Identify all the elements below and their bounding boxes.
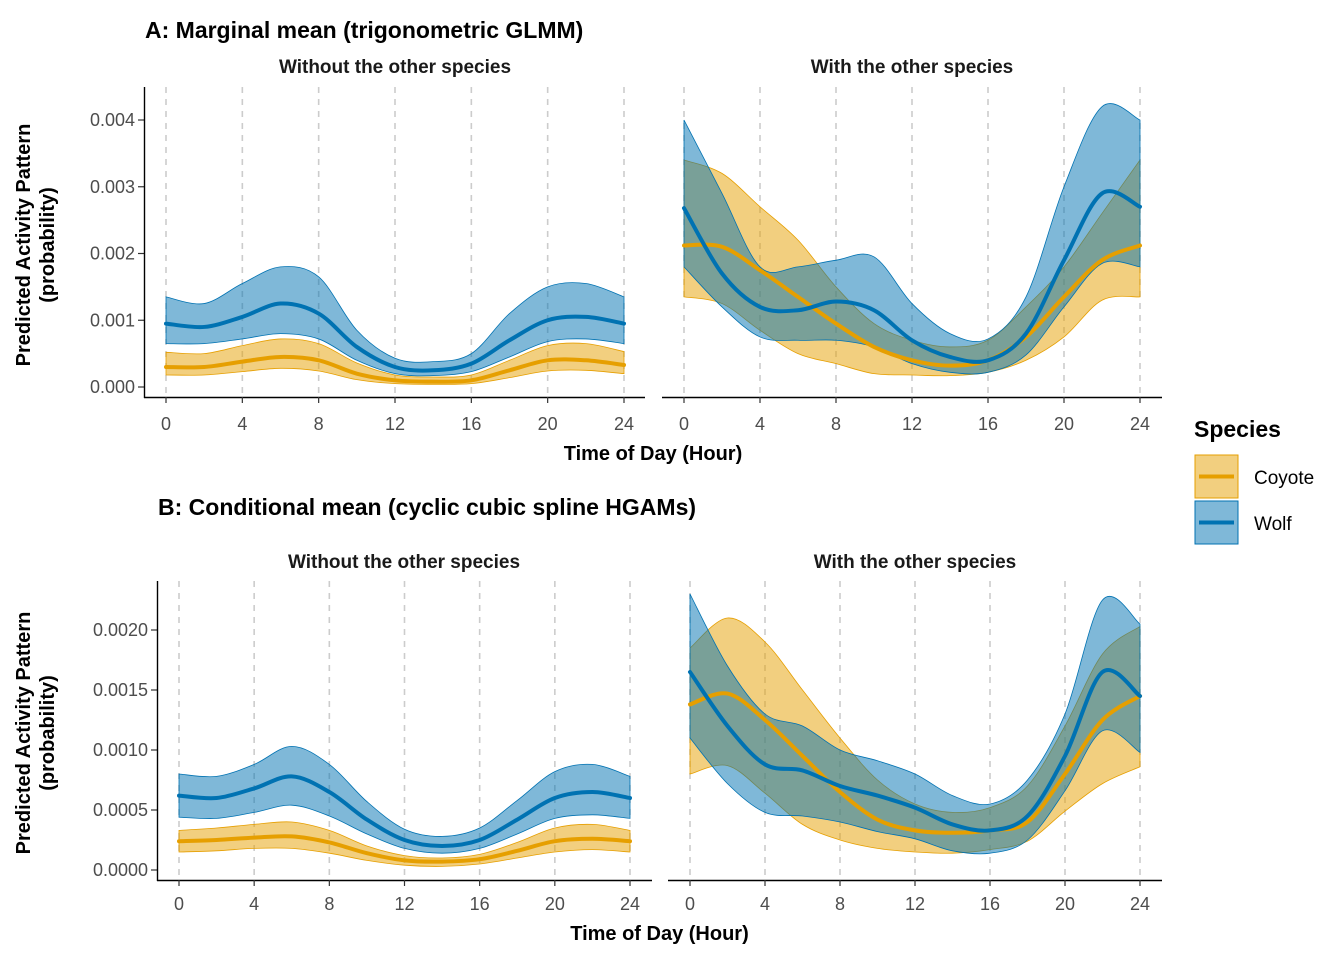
panel-a-y-tick-label: 0.000: [90, 377, 135, 397]
panel-b-facet-1-x-tick-label: 20: [545, 894, 565, 914]
panel-b-facet-1-x-tick-label: 16: [470, 894, 490, 914]
panel-a-facet-1-ribbon-coyote: [165, 338, 625, 385]
panel-a-facet-2-strip-label: With the other species: [811, 57, 1014, 78]
panel-a-facet-1-line-coyote: [164, 354, 626, 384]
panel-b-title: B: Conditional mean (cyclic cubic spline…: [158, 494, 696, 520]
plots: Predicted Activity Pattern (probability)T…: [13, 57, 1162, 945]
legend-item-wolf: Wolf: [1194, 500, 1292, 545]
legend-label-coyote: Coyote: [1254, 468, 1314, 489]
panel-b-facet-2-x-tick-label: 24: [1130, 894, 1150, 914]
panel-a-facet-2-line-coyote: [682, 242, 1142, 368]
panel-a-y-tick-label: 0.002: [90, 244, 135, 264]
panel-a-y-axis-title-line-2: (probability): [37, 187, 59, 303]
panel-b-facet-2-line-coyote: [688, 691, 1142, 835]
panel-a-facet-2-x-tick-label: 20: [1054, 414, 1074, 434]
panel-b-facet-1-x-tick-label: 4: [249, 894, 259, 914]
panel-a-x-axis-title: Time of Day (Hour): [564, 443, 743, 465]
panel-b-facet-1-strip-label: Without the other species: [288, 552, 520, 573]
panel-a-facet-1-x-tick-label: 20: [538, 414, 558, 434]
panel-b-facet-2-x-tick-label: 16: [980, 894, 1000, 914]
panel-b-facet-2-line-wolf: [688, 668, 1142, 833]
panel-a-facet-2-x-tick-label: 8: [831, 414, 841, 434]
panel-b-facet-1-ribbon-coyote: [178, 821, 631, 867]
panel-a-y-tick-label: 0.001: [90, 310, 135, 330]
panel-b-facet-1-x-tick-label: 8: [324, 894, 334, 914]
panel-a-facet-2-ribbon-wolf: [683, 103, 1141, 375]
panel-b-facet-2-x-tick-label: 4: [760, 894, 770, 914]
panel-a-facet-2-x-tick-label: 16: [978, 414, 998, 434]
panel-a-facet-1-x-tick-label: 24: [614, 414, 634, 434]
panel-b-y-tick-label: 0.0010: [93, 740, 148, 760]
panel-b-facet-1-x-tick-label: 12: [394, 894, 414, 914]
panel-a-y-axis-title-line-1: Predicted Activity Pattern: [13, 124, 35, 367]
panel-b-y-tick-label: 0.0000: [93, 860, 148, 880]
legend-item-coyote: Coyote: [1194, 454, 1314, 499]
panel-a-y-tick-label: 0.003: [90, 177, 135, 197]
panel-b-facet-1-x-tick-label: 0: [174, 894, 184, 914]
panel-b-y-tick-label: 0.0015: [93, 680, 148, 700]
panel-a-facet-1-ribbon-wolf: [165, 266, 625, 377]
panel-a-facet-2-x-tick-label: 12: [902, 414, 922, 434]
legend: Species Coyote Wolf: [1194, 416, 1314, 545]
panel-a-y-tick-label: 0.004: [90, 110, 135, 130]
panel-b-x-axis-title: Time of Day (Hour): [570, 923, 749, 945]
panel-b-y-axis-title-line-1: Predicted Activity Pattern: [13, 612, 35, 855]
panel-a-title: A: Marginal mean (trigonometric GLMM): [145, 17, 583, 43]
panel-a-facet-1-x-tick-label: 8: [314, 414, 324, 434]
panel-a-facet-2-x-tick-label: 4: [755, 414, 765, 434]
panel-b-facet-2-x-tick-label: 8: [835, 894, 845, 914]
panel-b-y-tick-label: 0.0005: [93, 800, 148, 820]
legend-label-wolf: Wolf: [1254, 514, 1292, 535]
panel-a-facet-2-line-wolf: [682, 189, 1142, 364]
panel-b-facet-2-x-tick-label: 20: [1055, 894, 1075, 914]
panel-b-facet-2-strip-label: With the other species: [814, 552, 1017, 573]
panel-b-facet-1-line-wolf: [177, 774, 632, 848]
panel-a-facet-2-x-tick-label: 0: [679, 414, 689, 434]
panel-b-facet-1-ribbon-wolf: [178, 745, 631, 854]
panel-a-facet-2-x-tick-label: 24: [1130, 414, 1150, 434]
legend-title: Species: [1194, 416, 1281, 442]
panel-a-facet-1-x-tick-label: 12: [385, 414, 405, 434]
panel-b-facet-2-ribbon-wolf: [689, 593, 1141, 855]
panel-a-facet-1-strip-label: Without the other species: [279, 57, 511, 78]
panel-a-facet-1-x-tick-label: 0: [161, 414, 171, 434]
panel-a-facet-1-x-tick-label: 16: [461, 414, 481, 434]
panel-a-facet-1-line-wolf: [164, 301, 626, 373]
panel-b-facet-1-x-tick-label: 24: [620, 894, 640, 914]
panel-b-facet-2-x-tick-label: 12: [905, 894, 925, 914]
panel-b-facet-1-line-coyote: [177, 834, 632, 864]
panel-b-y-tick-label: 0.0020: [93, 620, 148, 640]
panel-b-y-axis-title-line-2: (probability): [37, 675, 59, 791]
panel-b-facet-2-x-tick-label: 0: [685, 894, 695, 914]
panel-a-facet-1-x-tick-label: 4: [237, 414, 247, 434]
